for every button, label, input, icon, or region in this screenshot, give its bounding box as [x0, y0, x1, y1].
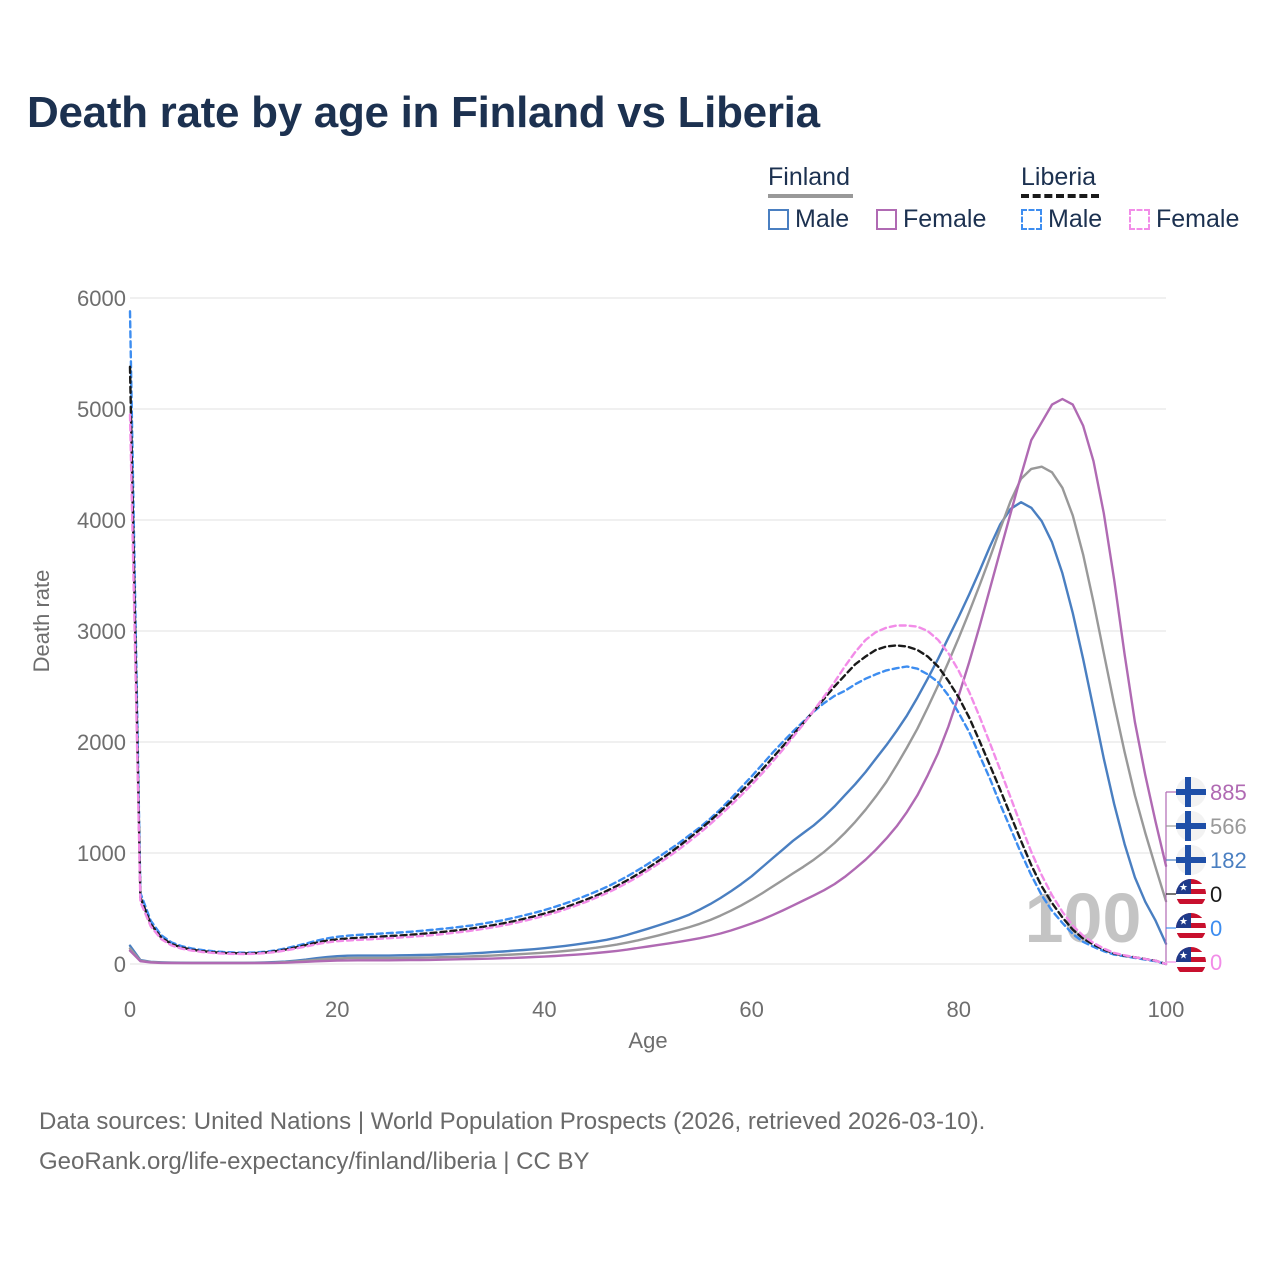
end-value-label: 182	[1210, 848, 1247, 873]
x-tick-label: 20	[325, 997, 349, 1022]
y-tick-label: 1000	[77, 841, 126, 866]
legend-item-liberia-female[interactable]: Female	[1129, 205, 1239, 234]
end-value-label: 0	[1210, 882, 1222, 907]
flag-stripe	[1176, 938, 1206, 943]
end-value-label: 885	[1210, 780, 1247, 805]
legend-item-finland-female[interactable]: Female	[876, 205, 986, 234]
flag-stripe	[1176, 904, 1206, 909]
y-tick-label: 6000	[77, 286, 126, 311]
y-axis-ticks: 0 1000 2000 3000 4000 5000 6000	[77, 286, 126, 977]
legend-swatch-finland-female	[876, 209, 897, 230]
finland-flag-icon	[1176, 777, 1206, 807]
finland-flag-icon	[1176, 845, 1206, 875]
legend-group-liberia-line	[1021, 194, 1099, 198]
end-value-label: 0	[1210, 916, 1222, 941]
end-value-label: 0	[1210, 950, 1222, 975]
x-tick-label: 100	[1148, 997, 1185, 1022]
end-value-label: 566	[1210, 814, 1247, 839]
legend-group-liberia-label: Liberia	[1021, 163, 1097, 191]
x-tick-label: 40	[532, 997, 556, 1022]
x-tick-label: 60	[739, 997, 763, 1022]
age-overlay-label: 100	[1025, 879, 1142, 957]
liberia-flag-icon: ★	[1176, 913, 1206, 943]
end-value-markers: 885 566 182 ★ 0 ★ 0 ★ 0	[1165, 777, 1247, 977]
x-axis-ticks: 0 20 40 60 80 100	[124, 997, 1184, 1022]
legend-item-finland-male[interactable]: Male	[768, 205, 849, 234]
series-line-liberia-combined[interactable]	[128, 365, 1168, 966]
series-line-finland-female[interactable]	[128, 397, 1168, 965]
flag-cross-v	[1185, 811, 1191, 841]
flag-cross-v	[1185, 845, 1191, 875]
legend-label-finland-male: Male	[795, 205, 850, 233]
flag-cross-v	[1185, 777, 1191, 807]
flag-star: ★	[1179, 917, 1188, 928]
footer-sources: Data sources: United Nations | World Pop…	[39, 1108, 986, 1135]
y-tick-label: 4000	[77, 508, 126, 533]
legend-swatch-liberia-male	[1021, 209, 1042, 230]
flag-stripe	[1176, 967, 1206, 972]
x-tick-label: 0	[124, 997, 136, 1022]
legend-label-finland-female: Female	[903, 205, 987, 233]
series-line-finland-male[interactable]	[128, 501, 1168, 964]
grid-lines	[130, 297, 1166, 965]
x-axis-label: Age	[628, 1028, 667, 1053]
legend-group-liberia: Liberia	[1021, 163, 1099, 198]
flag-stripe	[1176, 962, 1206, 967]
flag-stripe	[1176, 899, 1206, 904]
y-tick-label: 0	[114, 952, 126, 977]
flag-stripe	[1176, 894, 1206, 899]
flag-star: ★	[1179, 951, 1188, 962]
legend-swatch-liberia-female	[1129, 209, 1150, 230]
series-line-liberia-female[interactable]	[128, 413, 1168, 966]
series-line-finland-combined[interactable]	[128, 465, 1168, 965]
legend-group-finland: Finland	[768, 163, 853, 198]
y-axis-label: Death rate	[29, 570, 54, 673]
series-line-liberia-male[interactable]	[128, 310, 1168, 966]
legend-group-finland-label: Finland	[768, 163, 850, 191]
flag-stripe	[1176, 972, 1206, 977]
y-tick-label: 3000	[77, 619, 126, 644]
flag-stripe	[1176, 933, 1206, 938]
liberia-flag-icon: ★	[1176, 947, 1206, 977]
legend-group-finland-line	[768, 194, 853, 198]
flag-star: ★	[1179, 883, 1188, 894]
y-tick-label: 2000	[77, 730, 126, 755]
legend-item-liberia-male[interactable]: Male	[1021, 205, 1102, 234]
footer-url: GeoRank.org/life-expectancy/finland/libe…	[39, 1148, 590, 1175]
y-tick-label: 5000	[77, 397, 126, 422]
finland-flag-icon	[1176, 811, 1206, 841]
series-lines	[128, 310, 1168, 966]
flag-stripe	[1176, 928, 1206, 933]
liberia-flag-icon: ★	[1176, 879, 1206, 909]
legend-label-liberia-female: Female	[1156, 205, 1240, 233]
chart-title: Death rate by age in Finland vs Liberia	[27, 88, 820, 137]
legend-swatch-finland-male	[768, 209, 789, 230]
x-tick-label: 80	[947, 997, 971, 1022]
legend-label-liberia-male: Male	[1048, 205, 1103, 233]
